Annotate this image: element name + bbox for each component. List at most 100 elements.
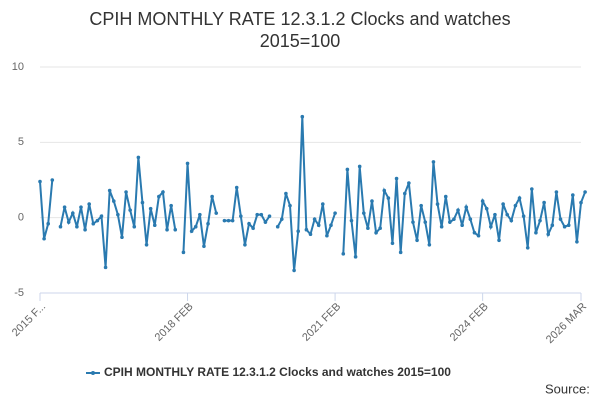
x-tick-label: 2026 MAR [544, 301, 589, 346]
y-tick-label: 10 [12, 61, 24, 73]
point [202, 244, 206, 249]
point [542, 200, 546, 205]
point [58, 224, 63, 229]
point [439, 224, 444, 229]
point [341, 252, 346, 256]
point [398, 250, 403, 255]
point [243, 242, 247, 247]
point [571, 193, 575, 197]
point [132, 224, 137, 229]
point [480, 199, 485, 203]
point [189, 229, 194, 234]
point [140, 200, 145, 205]
point [534, 230, 538, 235]
point [263, 220, 268, 224]
point [296, 229, 301, 234]
point [460, 223, 464, 227]
point [70, 211, 75, 215]
point [386, 196, 391, 200]
point [312, 217, 317, 221]
point [448, 220, 452, 224]
line [39, 116, 587, 271]
y-tick-label: -5 [14, 287, 24, 299]
point [38, 179, 42, 184]
point [325, 233, 329, 238]
point [210, 194, 214, 199]
point [62, 205, 67, 209]
point [103, 265, 108, 270]
point [361, 211, 366, 215]
point [484, 206, 489, 211]
point [247, 221, 251, 226]
point [374, 230, 378, 235]
point [111, 199, 116, 203]
point [255, 212, 260, 217]
point [165, 227, 169, 232]
point [509, 218, 514, 223]
point [530, 187, 534, 191]
point [513, 203, 518, 208]
point [275, 224, 280, 229]
point [366, 226, 370, 231]
point [579, 200, 583, 205]
point [407, 181, 411, 185]
point [267, 214, 272, 218]
point [316, 223, 321, 227]
point [521, 214, 526, 218]
point [95, 218, 100, 223]
point [452, 217, 456, 221]
point [87, 202, 91, 206]
x-tick-label: 2024 FEB [448, 301, 491, 344]
point [222, 218, 227, 223]
point [390, 241, 395, 246]
point [382, 188, 387, 193]
point [152, 223, 157, 227]
point [333, 211, 337, 215]
point [464, 205, 469, 209]
point [214, 211, 219, 215]
y-tick-label: 0 [18, 212, 24, 224]
point [251, 226, 255, 231]
point [546, 232, 551, 237]
point [411, 220, 415, 224]
point [75, 224, 79, 229]
point [419, 203, 423, 208]
point [427, 242, 432, 247]
point [99, 214, 104, 218]
point [575, 239, 579, 244]
point [288, 203, 292, 208]
point [79, 205, 83, 209]
point [181, 250, 186, 255]
point [456, 208, 460, 212]
point [562, 224, 567, 229]
point [300, 114, 305, 119]
y-tick-label: 5 [18, 136, 24, 148]
x-tick-label: 2018 FEB [153, 301, 196, 344]
point [468, 217, 473, 221]
point [402, 191, 407, 196]
point [566, 223, 571, 227]
point [292, 268, 296, 273]
point [230, 218, 235, 223]
point [284, 191, 288, 196]
point [206, 221, 210, 226]
point [185, 161, 190, 166]
point [349, 218, 354, 223]
point [431, 160, 436, 164]
point [497, 238, 501, 243]
legend-label: CPIH MONTHLY RATE 12.3.1.2 Clocks and wa… [104, 365, 451, 379]
point [193, 224, 198, 229]
point [501, 202, 505, 206]
point [505, 212, 510, 217]
point [234, 185, 239, 190]
point [66, 220, 71, 224]
point [378, 226, 382, 231]
point [128, 208, 132, 212]
point [280, 217, 284, 221]
point [472, 230, 477, 235]
point [415, 238, 419, 243]
point [320, 202, 325, 206]
point [435, 202, 440, 206]
